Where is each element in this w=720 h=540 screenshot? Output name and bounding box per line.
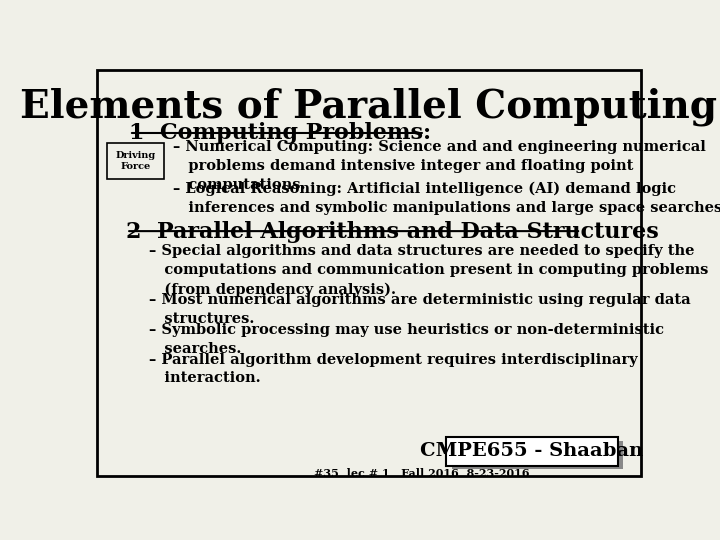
Text: – Numerical Computing: Science and and engineering numerical
   problems demand : – Numerical Computing: Science and and e…: [173, 140, 706, 192]
Text: – Symbolic processing may use heuristics or non-deterministic
   searches.: – Symbolic processing may use heuristics…: [148, 323, 664, 356]
Text: 2  Parallel Algorithms and Data Structures: 2 Parallel Algorithms and Data Structure…: [126, 221, 659, 242]
FancyBboxPatch shape: [107, 143, 163, 179]
FancyBboxPatch shape: [446, 437, 618, 465]
Text: #35  lec # 1   Fall 2016  8-23-2016: #35 lec # 1 Fall 2016 8-23-2016: [314, 468, 530, 478]
Text: CMPE655 - Shaaban: CMPE655 - Shaaban: [420, 442, 644, 461]
Text: – Special algorithms and data structures are needed to specify the
   computatio: – Special algorithms and data structures…: [148, 245, 708, 297]
Text: Elements of Parallel Computing: Elements of Parallel Computing: [20, 87, 718, 126]
FancyBboxPatch shape: [96, 70, 642, 476]
Text: Driving
Force: Driving Force: [115, 151, 156, 171]
Text: 1  Computing Problems:: 1 Computing Problems:: [129, 122, 431, 144]
FancyBboxPatch shape: [451, 441, 624, 469]
Text: – Most numerical algorithms are deterministic using regular data
   structures.: – Most numerical algorithms are determin…: [148, 293, 690, 326]
Text: – Logical Reasoning: Artificial intelligence (AI) demand logic
   inferences and: – Logical Reasoning: Artificial intellig…: [173, 182, 720, 215]
Text: – Parallel algorithm development requires interdisciplinary
   interaction.: – Parallel algorithm development require…: [148, 353, 637, 386]
